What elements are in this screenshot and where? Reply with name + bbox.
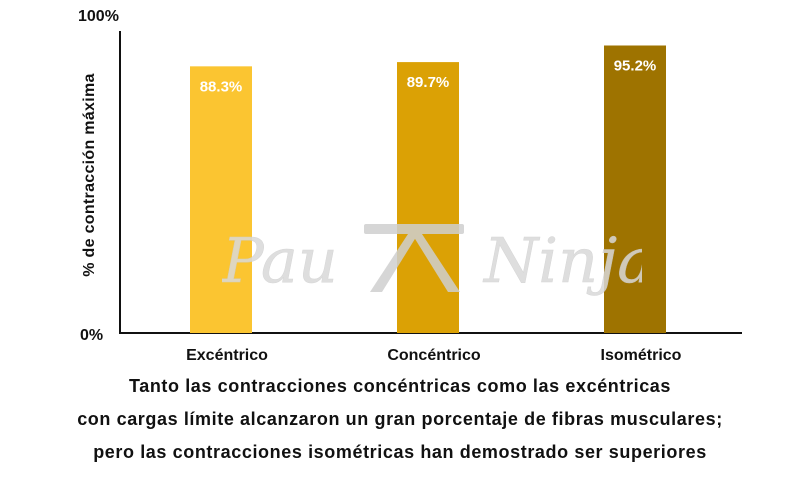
bar-1 xyxy=(190,66,252,334)
y-tick-bottom: 0% xyxy=(80,327,104,344)
pi-logo-icon xyxy=(364,224,464,292)
bar-value-label-1: 88.3% xyxy=(200,78,243,95)
bar-value-label-2: 89.7% xyxy=(407,74,450,91)
bar-chart: 88.3% Excéntrico 89.7% Concéntrico 95.2% Isom… xyxy=(119,31,742,364)
bar-value-label-3: 95.2% xyxy=(614,57,657,74)
watermark-logo: Pau Ninja xyxy=(222,224,642,298)
x-tick-label-3: Isométrico xyxy=(601,347,682,364)
caption-line-1: Tanto las contracciones concéntricas com… xyxy=(128,376,672,396)
watermark-text-left: Pau xyxy=(222,224,338,297)
x-tick-label-1: Excéntrico xyxy=(186,347,268,364)
x-tick-label-2: Concéntrico xyxy=(387,347,481,364)
caption-line-3: pero las contracciones isométricas han d… xyxy=(93,442,707,462)
caption-line-2: con cargas límite alcanzaron un gran por… xyxy=(77,409,723,429)
watermark-text-right: Ninja xyxy=(482,224,642,297)
bar-3 xyxy=(604,45,666,333)
y-tick-top: 100% xyxy=(78,8,119,25)
